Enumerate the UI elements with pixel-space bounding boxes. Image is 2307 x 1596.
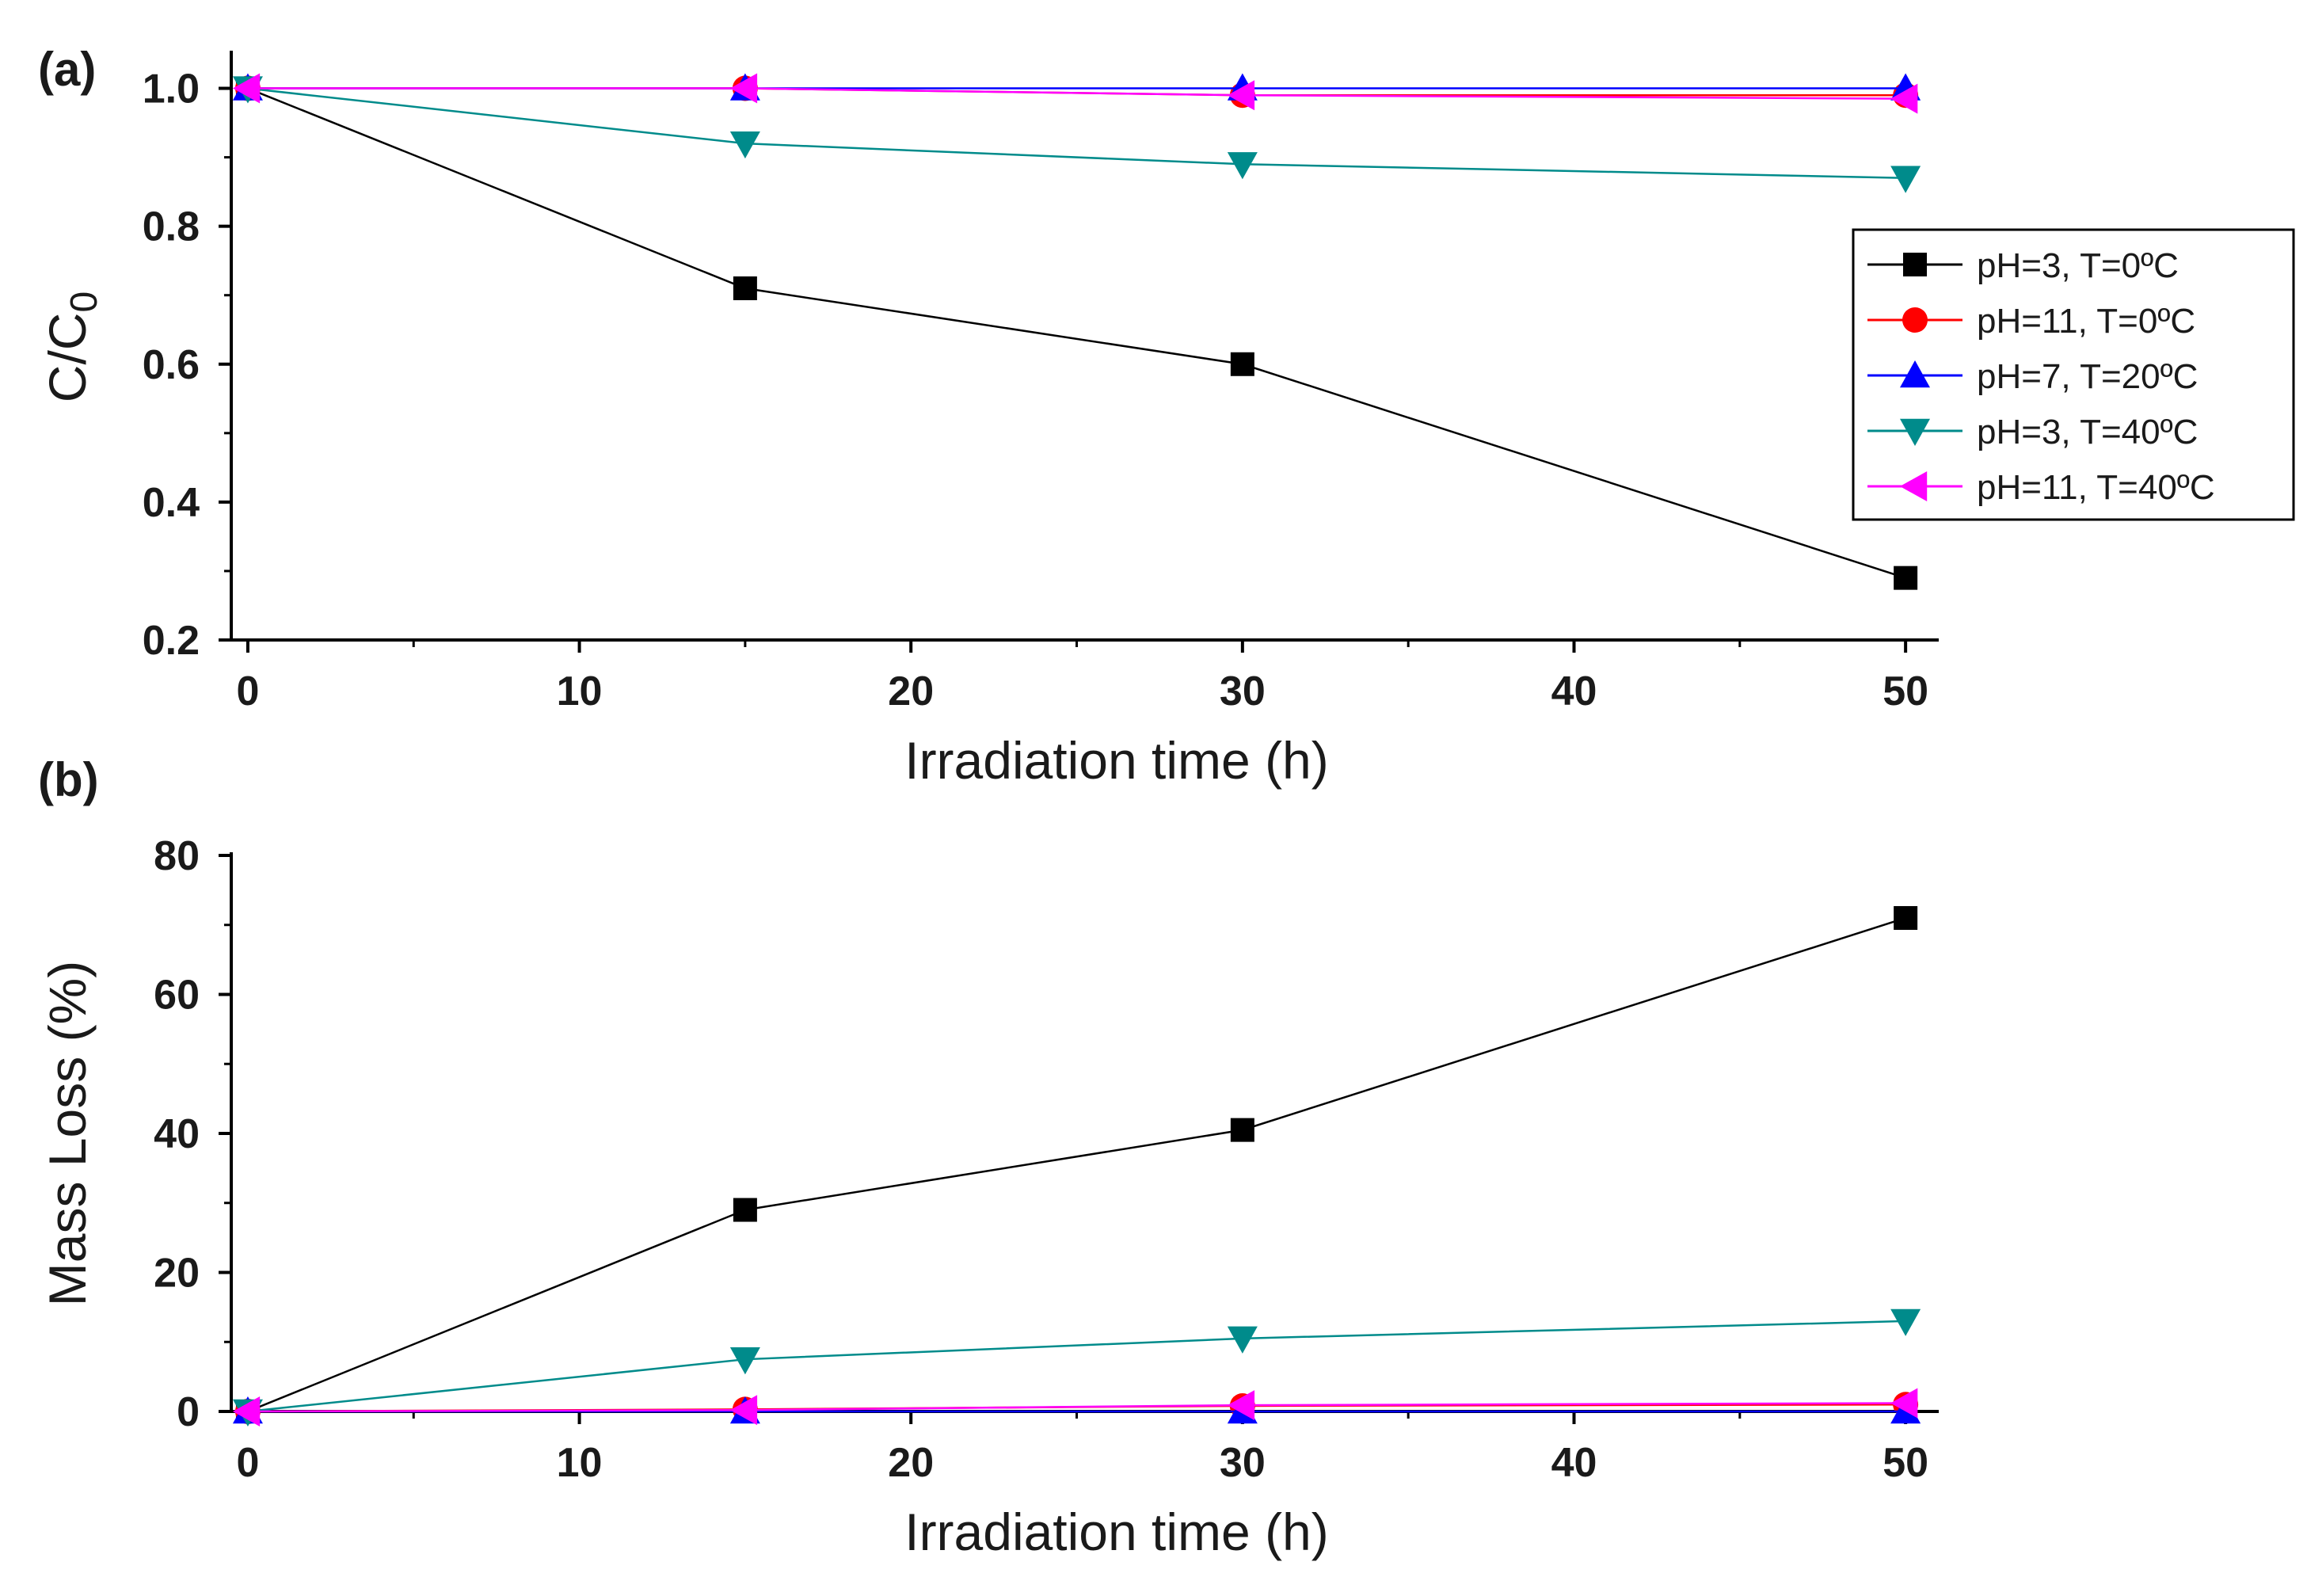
y-tick-label: 1.0: [143, 67, 200, 112]
data-point: [729, 73, 758, 104]
series-5: [232, 73, 1918, 114]
y-tick-label: 20: [154, 1251, 200, 1297]
y-tick-label: 0.8: [143, 204, 200, 250]
series-line: [247, 1320, 1906, 1413]
legend-label: pH=7, T=20ºC: [1977, 357, 2198, 396]
legend-marker: [1900, 471, 1928, 501]
legend-marker: [1900, 360, 1930, 388]
legend-entry: pH=3, T=0ºC: [1867, 246, 2179, 285]
data-point: [1227, 152, 1258, 180]
x-tick-label: 30: [1220, 1440, 1266, 1486]
data-point: [232, 1396, 261, 1426]
legend-marker: [1900, 418, 1930, 446]
series-line: [247, 87, 1906, 97]
legend-entry: pH=11, T=40ºC: [1867, 468, 2215, 507]
panel-b: (b) 0 10 20 30 40 50 0 20 40 60 80 Irradiation time …: [38, 753, 1939, 1561]
series-line: [247, 1402, 1906, 1413]
legend-entry: pH=11, T=0ºC: [1867, 302, 2195, 341]
y-axis-title-main: C/C: [38, 313, 97, 403]
x-tick-label: 10: [557, 1440, 603, 1486]
panel-label: (a): [38, 43, 96, 96]
legend-label: pH=11, T=40ºC: [1977, 468, 2215, 507]
x-tick-label: 30: [1220, 668, 1266, 714]
x-tick-label: 40: [1551, 668, 1597, 714]
y-tick-label: 0.6: [143, 342, 200, 388]
y-tick-label: 40: [154, 1111, 200, 1157]
x-tick-label: 20: [888, 1440, 934, 1486]
series-3: [232, 73, 1921, 101]
data-point: [1894, 905, 1918, 930]
data-point: [729, 1347, 760, 1375]
series-line: [247, 87, 1906, 179]
y-tick-label: 0.4: [143, 480, 200, 526]
data-point: [729, 1395, 758, 1426]
y-axis-title: Mass Loss (%): [38, 961, 97, 1306]
legend-marker: [1902, 307, 1928, 333]
series-line: [247, 87, 1906, 100]
data-point: [232, 73, 261, 104]
series-line: [247, 87, 1906, 579]
series-1: [235, 76, 1918, 590]
x-tick-label: 20: [888, 668, 934, 714]
series-line: [247, 916, 1906, 1413]
series-5: [232, 1388, 1918, 1426]
x-axis-title: Irradiation time (h): [904, 1503, 1329, 1561]
data-point: [1890, 166, 1921, 193]
data-point: [1227, 80, 1255, 111]
data-point: [1227, 1326, 1258, 1354]
legend-marker: [1903, 253, 1927, 276]
legend: pH=3, T=0ºC pH=11, T=0ºC pH=7, T=20ºC pH=3,…: [1852, 228, 2295, 521]
legend-label: pH=11, T=0ºC: [1977, 302, 2195, 341]
series-2: [234, 75, 1919, 109]
y-tick-label: 80: [154, 833, 200, 879]
x-tick-label: 40: [1551, 1440, 1597, 1486]
data-point: [1230, 1118, 1254, 1142]
data-point: [1227, 1390, 1255, 1421]
data-point: [1890, 1308, 1921, 1336]
legend-label: pH=3, T=0ºC: [1977, 246, 2179, 285]
x-tick-label: 0: [236, 1440, 259, 1486]
x-tick-label: 50: [1883, 668, 1928, 714]
series-4: [232, 1308, 1921, 1426]
y-tick-label: 0.2: [143, 618, 200, 664]
data-point: [1890, 83, 1918, 114]
x-axis-title: Irradiation time (h): [904, 731, 1329, 790]
series-2: [234, 1392, 1919, 1424]
x-tick-label: 50: [1883, 1440, 1928, 1486]
x-tick-label: 0: [236, 668, 259, 714]
y-tick-label: 0: [177, 1389, 200, 1435]
legend-entry: pH=7, T=20ºC: [1867, 357, 2198, 396]
y-axis-title: C/C0: [38, 291, 105, 402]
panel-a: (a) 0 10 20 30 40 50 0.2 0.4 0.6 0.8 1.0 Irradiation…: [38, 43, 2295, 790]
data-point: [1894, 566, 1918, 590]
y-axis-title-main: Mass Loss (%): [38, 961, 97, 1306]
legend-label: pH=3, T=40ºC: [1977, 413, 2198, 451]
y-axis-title-sub: 0: [63, 291, 105, 313]
data-point: [733, 276, 757, 300]
data-point: [1230, 352, 1254, 376]
data-point: [729, 131, 760, 159]
y-tick-label: 60: [154, 973, 200, 1019]
data-point: [1890, 1388, 1918, 1419]
x-tick-label: 10: [557, 668, 603, 714]
data-point: [733, 1198, 757, 1222]
legend-entry: pH=3, T=40ºC: [1867, 413, 2198, 451]
panel-label: (b): [38, 753, 99, 806]
